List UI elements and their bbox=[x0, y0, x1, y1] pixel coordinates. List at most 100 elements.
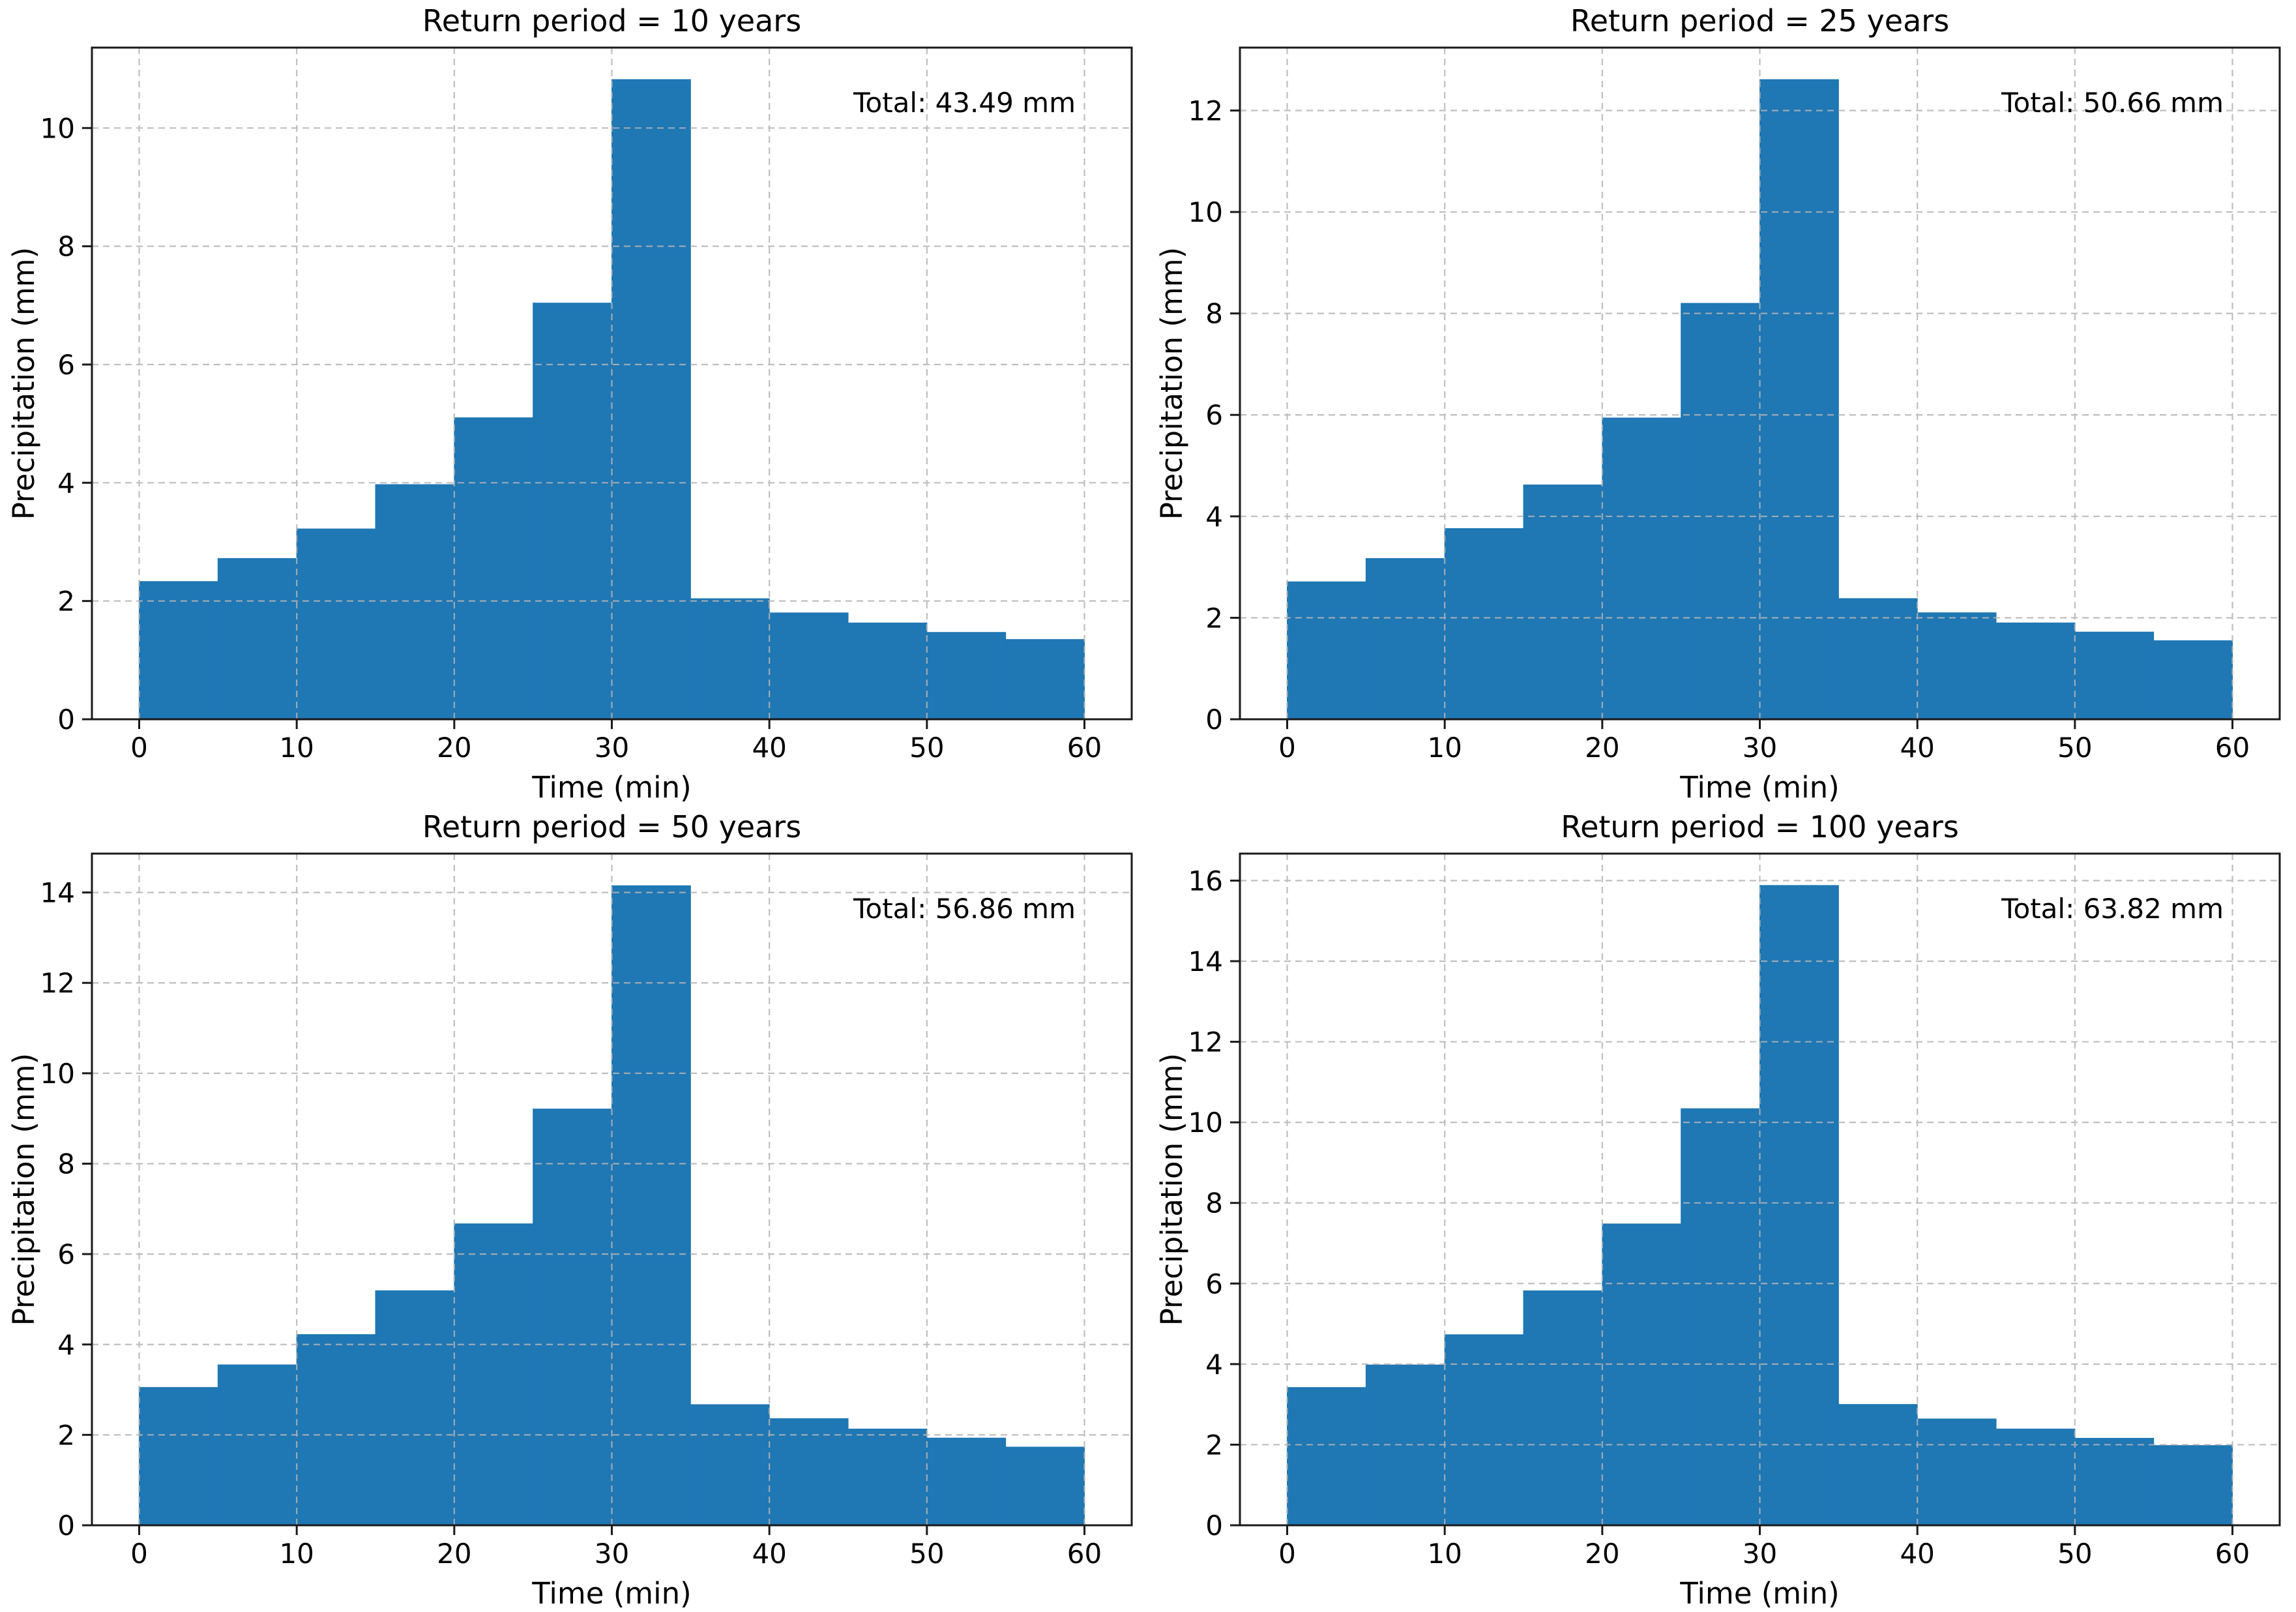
bar bbox=[1838, 1404, 1918, 1526]
bar bbox=[1523, 485, 1603, 720]
bar bbox=[375, 484, 455, 720]
bar bbox=[769, 1418, 849, 1526]
x-tick-label: 10 bbox=[1427, 732, 1462, 764]
y-tick-label: 4 bbox=[57, 467, 75, 499]
x-axis-label: Time (min) bbox=[531, 1576, 691, 1611]
bar bbox=[1005, 639, 1085, 720]
hyetograph-chart: 0 10 20 30 40 50 60 0 2 4 6 8 10 12 14 Return period = … bbox=[7, 809, 1133, 1611]
x-tick-label: 0 bbox=[1278, 1538, 1296, 1570]
grid-lines bbox=[92, 48, 1132, 719]
tick-labels: 0 10 20 30 40 50 60 0 2 4 6 8 10 bbox=[40, 112, 1102, 764]
bar bbox=[847, 1428, 928, 1526]
x-tick-label: 40 bbox=[1900, 1538, 1934, 1570]
bar bbox=[2074, 631, 2155, 720]
x-tick-label: 10 bbox=[279, 1538, 314, 1570]
bar bbox=[139, 1387, 218, 1526]
bar bbox=[1287, 1387, 1366, 1526]
y-tick-label: 8 bbox=[57, 1148, 75, 1180]
y-tick-label: 8 bbox=[1205, 298, 1223, 330]
x-tick-label: 20 bbox=[1585, 1538, 1619, 1570]
y-tick-label: 10 bbox=[1188, 1107, 1223, 1139]
y-tick-label: 8 bbox=[1205, 1187, 1223, 1219]
y-tick-label: 2 bbox=[57, 1419, 75, 1451]
tick-labels: 0 10 20 30 40 50 60 0 2 4 6 8 10 12 14 bbox=[40, 877, 1102, 1570]
y-tick-label: 0 bbox=[57, 704, 75, 736]
bar bbox=[1005, 1446, 1085, 1526]
bar bbox=[1681, 303, 1760, 720]
tick-marks bbox=[1230, 879, 2233, 1535]
x-tick-label: 0 bbox=[130, 1538, 148, 1570]
x-tick-label: 60 bbox=[2215, 1538, 2250, 1570]
bar bbox=[769, 612, 849, 720]
y-tick-label: 0 bbox=[1205, 1510, 1223, 1542]
bar bbox=[2153, 1445, 2233, 1526]
x-tick-label: 30 bbox=[1743, 1538, 1777, 1570]
bar bbox=[454, 417, 534, 720]
bar bbox=[847, 622, 928, 720]
subplot-return-period-100yr: 0 10 20 30 40 50 60 0 2 4 6 8 10 12 14 16 Return period … bbox=[1148, 806, 2296, 1612]
bar bbox=[139, 581, 218, 720]
y-tick-label: 10 bbox=[1188, 196, 1223, 228]
x-tick-label: 60 bbox=[2215, 732, 2250, 764]
x-tick-label: 60 bbox=[1067, 732, 1102, 764]
bar bbox=[375, 1290, 455, 1526]
bar bbox=[1838, 598, 1918, 720]
grid-lines bbox=[92, 854, 1132, 1525]
y-tick-label: 6 bbox=[57, 349, 75, 381]
bar bbox=[690, 1404, 770, 1526]
x-tick-label: 40 bbox=[752, 1538, 786, 1570]
x-tick-label: 50 bbox=[909, 732, 944, 764]
y-tick-label: 14 bbox=[40, 877, 75, 909]
bar bbox=[926, 632, 1007, 720]
x-tick-label: 40 bbox=[752, 732, 786, 764]
total-annotation: Total: 50.66 mm bbox=[2001, 87, 2224, 119]
y-tick-label: 16 bbox=[1188, 865, 1223, 897]
tick-marks bbox=[1230, 109, 2233, 729]
x-tick-label: 0 bbox=[130, 732, 148, 764]
tick-marks bbox=[82, 891, 1085, 1535]
y-tick-label: 12 bbox=[1188, 95, 1223, 127]
bar bbox=[1444, 528, 1524, 720]
bar bbox=[2074, 1438, 2155, 1526]
x-tick-label: 20 bbox=[1585, 732, 1619, 764]
bar bbox=[1287, 581, 1366, 720]
tick-marks bbox=[82, 127, 1085, 729]
bar bbox=[1995, 622, 2076, 720]
bar bbox=[690, 598, 770, 720]
bar bbox=[1602, 417, 1682, 720]
y-tick-label: 14 bbox=[1188, 946, 1223, 978]
x-tick-label: 50 bbox=[2057, 732, 2092, 764]
bar bbox=[1759, 79, 1839, 720]
x-tick-label: 30 bbox=[1743, 732, 1777, 764]
bar bbox=[1681, 1108, 1760, 1526]
bar bbox=[2153, 640, 2233, 720]
x-tick-label: 20 bbox=[437, 1538, 471, 1570]
x-tick-label: 30 bbox=[595, 1538, 629, 1570]
bar bbox=[454, 1223, 534, 1526]
x-axis-label: Time (min) bbox=[531, 770, 691, 805]
bars bbox=[1287, 885, 2233, 1526]
tick-labels: 0 10 20 30 40 50 60 0 2 4 6 8 10 12 bbox=[1188, 95, 2250, 764]
y-tick-label: 0 bbox=[57, 1510, 75, 1542]
x-tick-label: 30 bbox=[595, 732, 629, 764]
tick-labels: 0 10 20 30 40 50 60 0 2 4 6 8 10 12 14 16 bbox=[1188, 865, 2250, 1570]
y-tick-label: 10 bbox=[40, 112, 75, 144]
bars bbox=[1287, 79, 2233, 720]
bar bbox=[1995, 1428, 2076, 1526]
x-tick-label: 40 bbox=[1900, 732, 1934, 764]
hyetograph-chart: 0 10 20 30 40 50 60 0 2 4 6 8 10 12 Return period = 25… bbox=[1155, 3, 2281, 805]
chart-title: Return period = 50 years bbox=[422, 809, 801, 844]
y-tick-label: 2 bbox=[57, 586, 75, 618]
y-tick-label: 6 bbox=[1205, 399, 1223, 431]
x-axis-label: Time (min) bbox=[1679, 770, 1839, 805]
x-axis-label: Time (min) bbox=[1679, 1576, 1839, 1611]
bar bbox=[1602, 1223, 1682, 1526]
bars bbox=[139, 79, 1085, 720]
subplot-return-period-25yr: 0 10 20 30 40 50 60 0 2 4 6 8 10 12 Return period = 25… bbox=[1148, 0, 2296, 806]
x-tick-label: 10 bbox=[1427, 1538, 1462, 1570]
y-tick-label: 4 bbox=[1205, 1349, 1223, 1381]
y-tick-label: 6 bbox=[57, 1238, 75, 1270]
hyetograph-chart: 0 10 20 30 40 50 60 0 2 4 6 8 10 12 14 16 Return period … bbox=[1155, 809, 2281, 1611]
chart-title: Return period = 10 years bbox=[422, 3, 801, 38]
